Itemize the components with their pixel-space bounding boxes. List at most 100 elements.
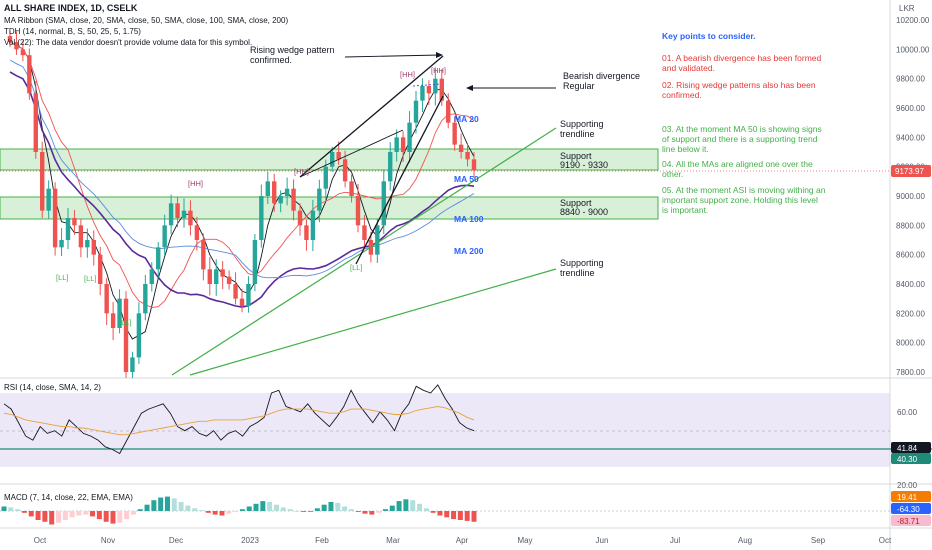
wedge-label-1: Rising wedge pattern <box>250 45 335 55</box>
macd-value-3: -83.71 <box>897 517 920 526</box>
candle-body <box>355 196 361 226</box>
pivot-ll-1: [LL] <box>56 273 69 282</box>
macd-bar <box>376 511 382 513</box>
candle-body <box>143 284 148 314</box>
wedge-arrow <box>344 54 441 58</box>
candle-body <box>394 137 399 152</box>
candle-body <box>388 152 393 182</box>
price-tick: 8400.00 <box>896 280 925 289</box>
candle-body <box>14 42 19 50</box>
ma200-line <box>9 59 475 279</box>
pivot-hh-4: [HH] <box>431 66 446 75</box>
note-1-line-2: and validated. <box>662 63 715 73</box>
macd-bar <box>437 511 443 516</box>
last-price-badge <box>891 165 931 177</box>
indicator-ma-ribbon: MA Ribbon (SMA, close, 20, SMA, close, 5… <box>4 16 288 25</box>
candle-body <box>214 269 219 284</box>
macd-bar <box>342 506 348 511</box>
macd-bar <box>124 511 130 520</box>
macd-bar <box>451 511 457 520</box>
macd-bar <box>444 511 450 518</box>
candle-body <box>104 284 109 314</box>
time-tick: Jul <box>670 536 680 545</box>
support-zone-lower <box>0 196 659 220</box>
macd-bar <box>171 498 177 511</box>
macd-bar <box>382 509 388 511</box>
macd-bar <box>226 511 232 514</box>
macd-bar <box>90 511 96 517</box>
note-5-line-1: 05. At the moment ASI is moving withing … <box>662 185 826 195</box>
candle-body <box>201 240 206 270</box>
candle-body <box>265 181 270 196</box>
trend-upper-label-2: trendline <box>560 129 595 139</box>
macd-bar <box>55 511 61 523</box>
divergence-label-1: Bearish divergence <box>563 71 640 81</box>
candle-body <box>226 276 232 284</box>
note-4-line-2: other. <box>662 169 683 179</box>
price-tick: 9600.00 <box>896 104 925 113</box>
price-tick: 7800.00 <box>896 368 925 377</box>
macd-bar <box>62 511 68 520</box>
candle-body <box>284 188 290 196</box>
macd-bar <box>1 506 7 511</box>
macd-bar <box>457 511 463 520</box>
candle-body <box>291 188 296 211</box>
zone-lower-label-2: 8840 - 9000 <box>560 207 608 217</box>
macd-bar <box>83 511 89 515</box>
indicator-tdh: TDH (14, normal, B, S, 50, 25, 5, 1.75) <box>4 27 141 36</box>
macd-bar <box>110 511 116 524</box>
macd-bar <box>430 511 436 513</box>
ma20-label: MA 20 <box>454 114 479 124</box>
candle-body <box>98 254 103 284</box>
supporting-trendline-upper <box>171 127 557 376</box>
wedge-lower-line <box>355 95 444 265</box>
candle-body <box>188 210 193 226</box>
candle-body <box>207 269 212 284</box>
wedge-breakdown-line <box>299 129 404 178</box>
price-tick: 9800.00 <box>896 75 925 84</box>
macd-bar <box>158 497 164 511</box>
candle-body <box>407 122 412 152</box>
macd-bar <box>348 509 354 511</box>
price-tick: 10000.00 <box>896 45 930 54</box>
macd-bar <box>328 502 334 511</box>
macd-bar <box>253 503 259 511</box>
candle-body <box>400 137 406 152</box>
candle-body <box>59 240 64 248</box>
candles <box>7 31 477 379</box>
rsi-title: RSI (14, close, SMA, 14, 2) <box>4 383 101 392</box>
time-tick: 2023 <box>241 536 259 545</box>
macd-bar <box>42 511 48 522</box>
candle-body <box>175 203 180 218</box>
candle-body <box>110 313 116 328</box>
macd-bar <box>287 509 293 511</box>
rsi-value: 41.84 <box>897 444 918 453</box>
ma200-label: MA 200 <box>454 246 484 256</box>
candle-body <box>310 210 316 240</box>
candle-body <box>323 166 328 189</box>
support-zone-upper <box>0 148 659 171</box>
time-tick: Aug <box>738 536 752 545</box>
candle-body <box>452 122 457 145</box>
last-price-value: 9173.97 <box>895 167 924 176</box>
candle-body <box>85 240 90 248</box>
price-tick: 8800.00 <box>896 221 925 230</box>
candle-body <box>433 78 438 94</box>
price-tick: 8600.00 <box>896 251 925 260</box>
candle-body <box>33 93 38 152</box>
candle-body <box>220 269 225 277</box>
price-tick: 8200.00 <box>896 309 925 318</box>
macd-histogram <box>1 496 477 525</box>
candle-body <box>168 203 174 226</box>
trend-upper-label-1: Supporting <box>560 119 604 129</box>
macd-bar <box>403 499 409 511</box>
macd-bar <box>471 511 477 522</box>
candle-body <box>40 152 45 211</box>
candle-body <box>65 218 71 240</box>
candle-body <box>304 225 309 240</box>
macd-bar <box>260 501 266 511</box>
macd-bar <box>267 502 273 511</box>
pivot-ll-2: [LL] <box>84 274 97 283</box>
candle-body <box>123 298 129 372</box>
macd-bar <box>137 509 143 511</box>
